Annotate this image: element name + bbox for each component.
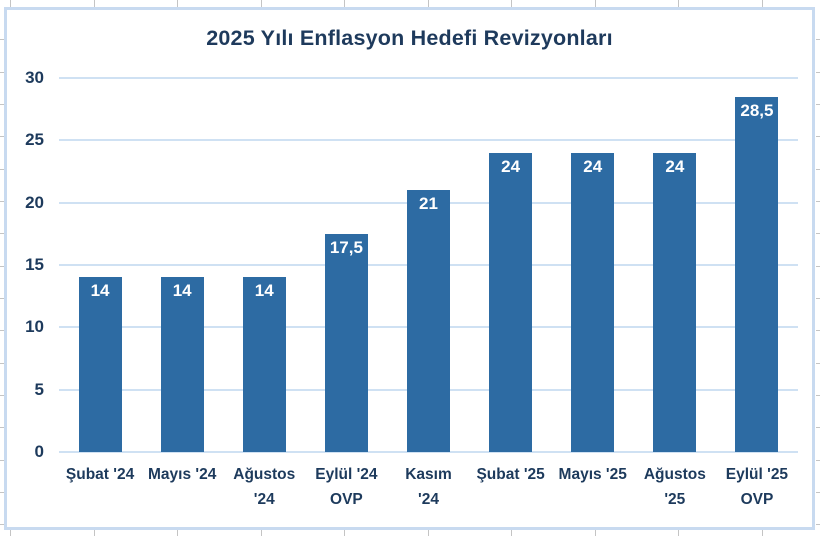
bar-value-label: 24: [501, 156, 521, 176]
spreadsheet-gridline-stub: [678, 530, 679, 536]
spreadsheet-gridline-stub: [816, 427, 820, 429]
bar: 17,5: [324, 233, 368, 452]
spreadsheet-gridline-stub: [0, 459, 4, 461]
spreadsheet-gridline-stub: [816, 136, 820, 138]
x-axis-category-label: Mayıs '24: [148, 466, 217, 483]
x-axis-category-label: Mayıs '25: [558, 466, 627, 483]
spreadsheet-gridline-stub: [816, 103, 820, 105]
gridline: [59, 139, 798, 142]
spreadsheet-gridline-stub: [344, 530, 345, 536]
spreadsheet-gridline-stub: [816, 491, 820, 493]
spreadsheet-gridline-stub: [10, 530, 11, 536]
bar: 14: [160, 277, 204, 452]
spreadsheet-gridline-stub: [0, 297, 4, 299]
spreadsheet-gridline-stub: [816, 524, 820, 526]
x-axis-category-label: Eylül '24 OVP: [315, 466, 378, 508]
y-axis-tick-label: 10: [25, 317, 44, 337]
spreadsheet-gridline-stub: [260, 0, 262, 7]
y-axis-tick-label: 30: [25, 68, 44, 87]
spreadsheet-gridline-stub: [0, 168, 4, 170]
bar-value-label: 17,5: [329, 237, 363, 257]
bar: 14: [242, 277, 286, 452]
spreadsheet-gridline-stub: [816, 168, 820, 170]
spreadsheet-gridline-stub: [427, 530, 429, 536]
spreadsheet-gridline-stub: [816, 71, 820, 73]
spreadsheet-gridline-stub: [93, 0, 95, 7]
spreadsheet-gridline-stub: [594, 530, 596, 536]
spreadsheet-gridline-stub: [0, 136, 4, 138]
spreadsheet-gridline-stub: [177, 530, 178, 536]
spreadsheet-gridline-stub: [594, 0, 596, 7]
bar-value-label: 14: [254, 281, 274, 301]
x-axis-category-label: Kasım '24: [405, 466, 452, 508]
bar-value-label: 14: [172, 281, 192, 301]
spreadsheet-gridline-stub: [816, 394, 820, 396]
spreadsheet-gridline-stub: [177, 0, 178, 7]
spreadsheet-gridline-stub: [0, 233, 4, 235]
y-axis-tick-label: 20: [25, 192, 44, 212]
spreadsheet-gridline-stub: [816, 297, 820, 299]
bar: 28,5: [735, 96, 779, 452]
spreadsheet-gridline-stub: [344, 0, 345, 7]
x-axis-category-label: Şubat '25: [476, 466, 545, 483]
y-axis-tick-label: 5: [34, 379, 44, 399]
spreadsheet-gridline-stub: [816, 362, 820, 364]
bar: 24: [571, 152, 615, 452]
spreadsheet-gridline-stub: [10, 0, 11, 7]
y-axis-tick-label: 25: [25, 130, 44, 150]
bar-value-label: 21: [419, 194, 438, 214]
spreadsheet-gridline-stub: [816, 330, 820, 332]
bar-value-label: 14: [90, 281, 110, 301]
spreadsheet-gridline-stub: [678, 0, 679, 7]
gridline: [59, 77, 798, 79]
spreadsheet-gridline-stub: [0, 265, 4, 267]
y-axis-tick-label: 0: [34, 442, 44, 461]
spreadsheet-gridline-stub: [0, 524, 4, 526]
bar-value-label: 24: [665, 156, 685, 176]
x-axis-category-label: Ağustos '25: [643, 466, 706, 508]
spreadsheet-gridline-stub: [816, 459, 820, 461]
chart-title: 2025 Yılı Enflasyon Hedefi Revizyonları: [206, 26, 613, 50]
spreadsheet-gridline-stub: [260, 530, 262, 536]
spreadsheet-gridline-stub: [816, 200, 820, 202]
gridline: [59, 451, 798, 453]
spreadsheet-gridline-stub: [816, 39, 820, 41]
bar-value-label: 24: [583, 156, 603, 176]
spreadsheet-gridline-stub: [761, 0, 763, 7]
bar-value-label: 28,5: [740, 100, 774, 120]
spreadsheet-gridline-stub: [427, 0, 429, 7]
x-axis-category-label: Şubat '24: [65, 466, 135, 483]
bar: 24: [653, 152, 697, 452]
y-axis-tick-label: 15: [25, 255, 44, 274]
spreadsheet-gridline-stub: [0, 39, 4, 41]
spreadsheet-gridline-stub: [511, 0, 512, 7]
spreadsheet-gridline-stub: [0, 200, 4, 202]
spreadsheet-gridline-stub: [816, 233, 820, 235]
spreadsheet-gridline-stub: [761, 530, 763, 536]
bar: 24: [489, 152, 533, 452]
spreadsheet-gridline-stub: [0, 394, 4, 396]
spreadsheet-gridline-stub: [0, 71, 4, 73]
spreadsheet-gridline-stub: [0, 427, 4, 429]
x-axis-category-label: Eylül '25 OVP: [725, 466, 789, 508]
spreadsheet-gridline-stub: [0, 491, 4, 493]
spreadsheet-gridline-stub: [0, 330, 4, 332]
spreadsheet-gridline-stub: [93, 530, 95, 536]
bar: 21: [407, 190, 450, 452]
x-axis-category-label: Ağustos '24: [233, 466, 296, 508]
spreadsheet-gridline-stub: [511, 530, 512, 536]
spreadsheet-gridline-stub: [0, 362, 4, 364]
spreadsheet-gridline-stub: [0, 103, 4, 105]
bar: 14: [78, 277, 122, 452]
spreadsheet-gridline-stub: [816, 265, 820, 267]
